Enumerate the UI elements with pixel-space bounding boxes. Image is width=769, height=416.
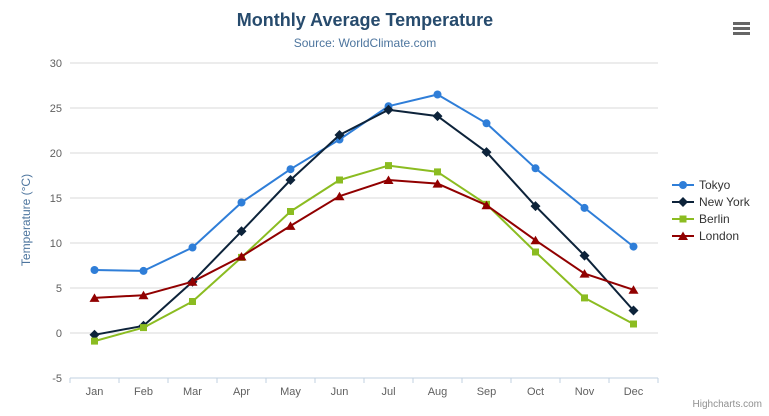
data-point[interactable] (385, 162, 392, 170)
x-axis-label: Aug (428, 386, 448, 398)
data-point[interactable] (236, 226, 247, 237)
data-point[interactable] (237, 198, 246, 207)
series-line (93, 179, 635, 299)
legend-label: London (699, 228, 740, 243)
legend-item-berlin[interactable]: Berlin (672, 210, 750, 227)
data-point[interactable] (630, 320, 637, 328)
hamburger-bar (733, 27, 750, 30)
data-point[interactable] (579, 250, 590, 261)
data-point[interactable] (530, 201, 541, 212)
data-point[interactable] (285, 175, 296, 185)
data-point[interactable] (334, 191, 345, 201)
x-axis-label: Nov (575, 386, 595, 398)
data-point[interactable] (530, 235, 541, 245)
data-point[interactable] (531, 164, 540, 173)
data-point[interactable] (482, 119, 491, 128)
y-axis-label: -5 (52, 373, 62, 385)
data-point[interactable] (89, 293, 100, 302)
y-axis-label: 20 (50, 148, 62, 160)
data-point[interactable] (189, 298, 196, 305)
y-axis-labels: -5 0 5 10 15 20 25 30 (50, 58, 62, 385)
chart-subtitle: Source: WorldClimate.com (293, 36, 437, 50)
legend: Tokyo New York Berlin London (672, 176, 750, 244)
data-point[interactable] (532, 248, 539, 256)
y-gridlines (70, 62, 658, 379)
data-point[interactable] (581, 294, 588, 302)
data-point[interactable] (236, 252, 247, 261)
legend-label: Tokyo (699, 177, 731, 192)
legend-item-london[interactable]: London (672, 227, 750, 244)
series-new-york (89, 104, 639, 340)
data-point[interactable] (138, 290, 149, 300)
data-point[interactable] (188, 243, 197, 252)
data-point[interactable] (285, 221, 296, 230)
legend-marker (678, 231, 688, 240)
series-line (93, 93, 635, 272)
legend-marker (679, 215, 687, 222)
data-point[interactable] (334, 130, 345, 140)
data-point[interactable] (383, 175, 394, 185)
series-line (93, 108, 635, 336)
x-axis-label: Jun (331, 386, 349, 398)
data-point[interactable] (433, 90, 442, 99)
x-axis-label: Feb (134, 386, 153, 398)
diamond-legend-marker-icon (672, 196, 694, 207)
legend-marker (678, 196, 688, 207)
y-axis-label: 0 (56, 328, 62, 340)
triangle-legend-marker-icon (672, 231, 694, 240)
y-axis-label: 10 (50, 238, 62, 250)
data-point[interactable] (628, 285, 639, 294)
hamburger-bar (733, 32, 750, 35)
x-axis-label: Sep (477, 386, 497, 398)
y-axis-label: 30 (50, 58, 62, 70)
legend-label: New York (699, 194, 750, 209)
y-axis-label: 15 (50, 193, 62, 205)
series-line (93, 164, 635, 343)
x-axis-label: Jul (381, 386, 395, 398)
data-point[interactable] (432, 179, 443, 188)
circle-legend-marker-icon (672, 180, 694, 189)
data-point[interactable] (140, 324, 147, 332)
data-point[interactable] (139, 266, 148, 275)
x-axis-label: May (280, 386, 301, 398)
data-point[interactable] (432, 111, 443, 122)
x-axis-label: Oct (527, 386, 544, 398)
data-point[interactable] (628, 305, 639, 316)
x-axis: Jan Feb Mar Apr May Jun Jul Aug Sep Oct Nov Dec (69, 377, 659, 398)
legend-label: Berlin (699, 211, 730, 226)
x-axis-label: Dec (624, 386, 644, 398)
data-point[interactable] (481, 147, 492, 158)
x-axis-label: Jan (86, 386, 104, 398)
credits-link[interactable]: Highcharts.com (692, 399, 762, 410)
chart-title: Monthly Average Temperature (236, 10, 494, 30)
y-axis-label: 25 (50, 103, 62, 115)
data-point[interactable] (383, 104, 394, 115)
data-point[interactable] (89, 329, 100, 340)
y-axis-title: Temperature (°C) (19, 173, 33, 267)
series-london (89, 175, 639, 302)
data-point[interactable] (579, 269, 590, 278)
x-axis-label: Mar (183, 386, 202, 398)
data-point[interactable] (481, 200, 492, 210)
square-legend-marker-icon (672, 215, 694, 222)
x-axis-label: Apr (233, 386, 250, 398)
data-point[interactable] (580, 203, 589, 212)
data-point[interactable] (629, 242, 638, 251)
series-tokyo (90, 90, 638, 275)
data-point[interactable] (287, 208, 294, 215)
data-point[interactable] (286, 165, 295, 174)
y-axis-label: 5 (56, 283, 62, 295)
hamburger-menu-icon[interactable] (733, 22, 750, 36)
legend-marker (679, 180, 687, 189)
data-point[interactable] (91, 337, 98, 345)
data-point[interactable] (336, 176, 343, 184)
hamburger-bar (733, 22, 750, 25)
data-point[interactable] (187, 277, 198, 286)
legend-item-tokyo[interactable]: Tokyo (672, 176, 750, 193)
data-point[interactable] (434, 168, 441, 176)
legend-item-new-york[interactable]: New York (672, 193, 750, 210)
data-point[interactable] (90, 266, 99, 274)
